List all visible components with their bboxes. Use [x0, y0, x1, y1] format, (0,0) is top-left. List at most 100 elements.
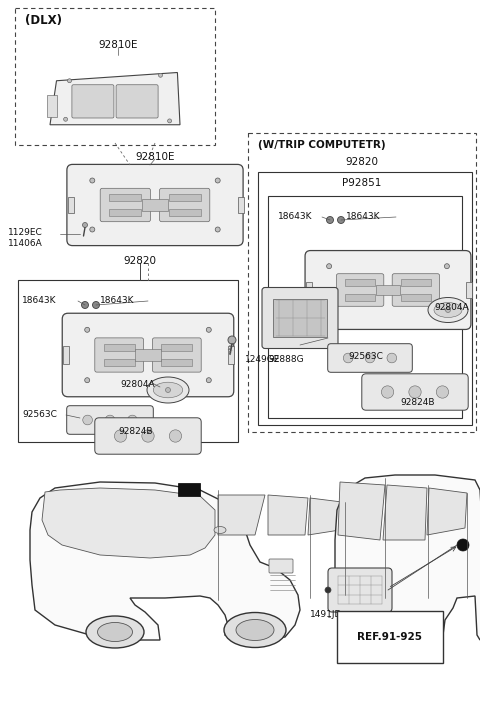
Circle shape: [387, 353, 396, 363]
Text: 92810E: 92810E: [135, 152, 175, 162]
Circle shape: [83, 223, 87, 228]
Circle shape: [90, 227, 95, 232]
Bar: [258, 172, 472, 425]
Bar: [104, 359, 135, 366]
Circle shape: [365, 353, 375, 363]
Polygon shape: [338, 482, 385, 540]
Text: 1491JD: 1491JD: [310, 610, 342, 619]
Circle shape: [382, 386, 394, 398]
Ellipse shape: [147, 377, 189, 403]
Ellipse shape: [434, 302, 462, 318]
Polygon shape: [42, 488, 215, 558]
Text: 1129EC: 1129EC: [8, 228, 43, 237]
Polygon shape: [427, 488, 467, 535]
Ellipse shape: [153, 382, 183, 398]
Circle shape: [90, 178, 95, 183]
Ellipse shape: [214, 527, 226, 534]
Circle shape: [168, 119, 172, 123]
Text: 92888G: 92888G: [268, 355, 304, 364]
Bar: [48, 94, 57, 117]
Circle shape: [142, 430, 154, 442]
Circle shape: [444, 264, 449, 269]
Text: 92804A: 92804A: [120, 380, 155, 389]
Circle shape: [158, 73, 163, 77]
Text: 18643K: 18643K: [100, 296, 134, 305]
Text: 18643K: 18643K: [278, 212, 312, 221]
Bar: [401, 294, 431, 301]
Ellipse shape: [428, 297, 468, 323]
Bar: [274, 299, 326, 337]
Polygon shape: [383, 485, 427, 540]
Bar: [376, 285, 400, 295]
Bar: [268, 196, 462, 418]
Bar: [161, 344, 192, 351]
Circle shape: [93, 302, 99, 309]
Text: REF.91-925: REF.91-925: [358, 632, 422, 642]
FancyBboxPatch shape: [95, 338, 144, 372]
Circle shape: [215, 227, 220, 232]
Bar: [168, 194, 201, 201]
Circle shape: [343, 353, 353, 363]
Text: 92820: 92820: [346, 157, 379, 167]
Circle shape: [63, 117, 68, 121]
Circle shape: [68, 79, 72, 83]
Circle shape: [228, 336, 236, 344]
FancyBboxPatch shape: [362, 374, 468, 410]
FancyBboxPatch shape: [153, 338, 201, 372]
Circle shape: [84, 378, 90, 382]
Circle shape: [337, 217, 345, 224]
Circle shape: [82, 302, 88, 309]
Circle shape: [83, 415, 93, 425]
FancyBboxPatch shape: [67, 406, 153, 434]
Circle shape: [444, 311, 449, 316]
Text: (W/TRIP COMPUTETR): (W/TRIP COMPUTETR): [258, 140, 385, 150]
Circle shape: [114, 430, 127, 442]
Ellipse shape: [371, 616, 429, 648]
Circle shape: [128, 415, 137, 425]
Ellipse shape: [97, 622, 132, 642]
Bar: [178, 483, 200, 496]
Bar: [345, 279, 375, 286]
Polygon shape: [308, 498, 342, 535]
Bar: [135, 349, 161, 361]
Bar: [161, 359, 192, 366]
Circle shape: [166, 387, 170, 392]
Circle shape: [409, 386, 421, 398]
Ellipse shape: [224, 612, 286, 647]
Bar: [63, 347, 69, 363]
FancyBboxPatch shape: [328, 344, 412, 373]
Circle shape: [105, 415, 115, 425]
Text: (DLX): (DLX): [25, 14, 62, 27]
Bar: [466, 282, 471, 298]
Bar: [142, 200, 168, 211]
Bar: [109, 194, 142, 201]
Polygon shape: [50, 72, 180, 124]
Circle shape: [325, 587, 331, 593]
Text: 92804A: 92804A: [434, 303, 468, 312]
Text: 92810E: 92810E: [98, 40, 138, 50]
FancyBboxPatch shape: [328, 568, 392, 612]
Text: 92824B: 92824B: [400, 398, 434, 407]
FancyBboxPatch shape: [95, 418, 201, 454]
FancyBboxPatch shape: [305, 250, 471, 330]
Bar: [305, 282, 312, 298]
FancyBboxPatch shape: [336, 273, 384, 307]
FancyBboxPatch shape: [392, 273, 440, 307]
Bar: [228, 347, 234, 363]
Bar: [109, 209, 142, 216]
Ellipse shape: [236, 619, 274, 640]
Circle shape: [326, 311, 332, 316]
Ellipse shape: [86, 616, 144, 648]
Ellipse shape: [383, 622, 418, 642]
Text: 92824B: 92824B: [118, 427, 153, 436]
FancyBboxPatch shape: [116, 85, 158, 118]
Text: 92563C: 92563C: [348, 352, 383, 361]
Bar: [345, 294, 375, 301]
FancyBboxPatch shape: [159, 188, 210, 221]
Text: P92851: P92851: [342, 178, 382, 188]
Bar: [168, 209, 201, 216]
Bar: [18, 280, 238, 442]
FancyBboxPatch shape: [72, 85, 114, 118]
Circle shape: [436, 386, 449, 398]
Bar: [401, 279, 431, 286]
